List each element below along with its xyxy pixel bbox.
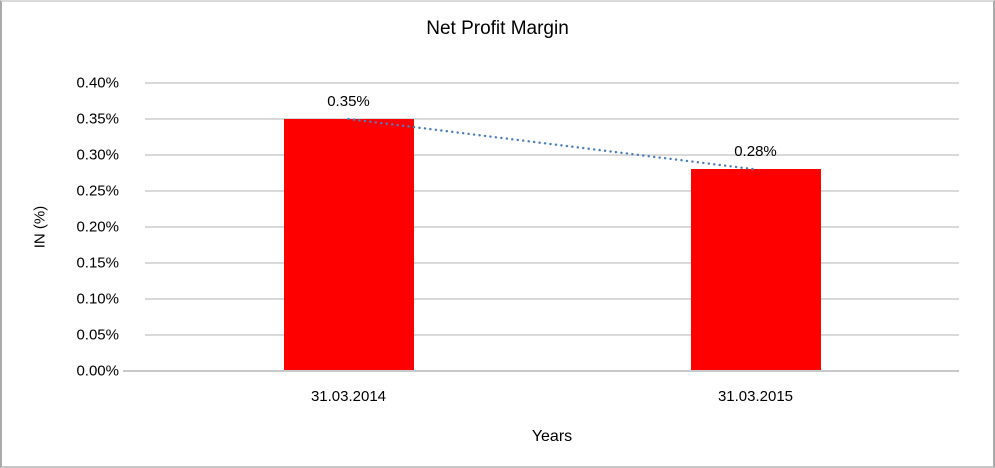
gridline <box>145 226 959 228</box>
bar-value-label: 0.28% <box>734 143 777 161</box>
y-tick-label: 0.30% <box>76 146 119 164</box>
gridline <box>145 298 959 300</box>
gridline <box>145 118 959 120</box>
y-tick-label: 0.10% <box>76 290 119 308</box>
category-label: 31.03.2014 <box>310 388 387 405</box>
bar <box>690 169 821 371</box>
x-axis-title: Years <box>531 428 573 445</box>
gridline <box>145 262 959 264</box>
x-axis-line <box>123 370 959 372</box>
y-tick-label: 0.05% <box>76 326 119 344</box>
y-tick-label: 0.35% <box>76 110 119 128</box>
y-tick-label: 0.40% <box>76 74 119 92</box>
gridline <box>145 82 959 84</box>
bar <box>283 119 414 371</box>
gridline <box>145 154 959 156</box>
y-tick-label: 0.25% <box>76 182 119 200</box>
chart-title: Net Profit Margin <box>426 18 569 39</box>
gridline <box>145 190 959 192</box>
y-tick-label: 0.00% <box>76 362 119 380</box>
y-tick-label: 0.20% <box>76 218 119 236</box>
category-label: 31.03.2015 <box>717 388 794 405</box>
bar-value-label: 0.35% <box>327 93 370 110</box>
y-tick-label: 0.15% <box>76 254 119 272</box>
gridline <box>145 334 959 336</box>
